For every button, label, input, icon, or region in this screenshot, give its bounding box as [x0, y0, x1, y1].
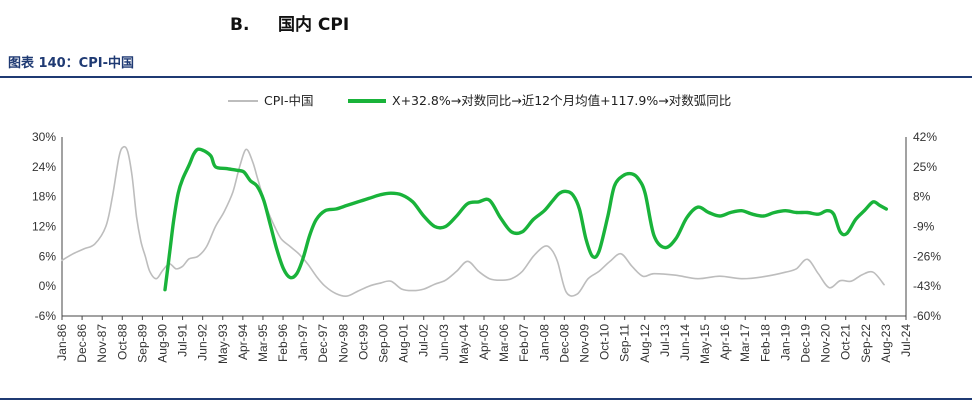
y-right-tick-label: -26%: [913, 249, 941, 263]
y-right-tick-label: -9%: [913, 220, 935, 234]
y-right-tick-label: 25%: [913, 160, 937, 174]
x-tick-label: Mar-17: [738, 324, 752, 362]
x-tick-label: Jul-24: [899, 324, 913, 357]
bottom-rule: [0, 398, 972, 400]
figure-title: 图表 140：CPI-中国: [8, 56, 134, 71]
x-tick-label: May-93: [216, 324, 230, 364]
x-tick-label: Sep-11: [618, 324, 632, 362]
section-number: B.: [230, 15, 250, 35]
y-left-tick-label: 6%: [39, 249, 57, 263]
x-tick-label: Aug-12: [638, 324, 652, 363]
x-tick-label: Oct-88: [115, 324, 129, 360]
x-tick-label: Mar-95: [256, 324, 270, 362]
cpi-series-line: [61, 145, 885, 297]
x-tick-label: Dec-08: [557, 324, 571, 363]
x-tick-label: Jul-13: [658, 324, 672, 357]
x-tick-label: Mar-06: [497, 324, 511, 362]
top-rule: [0, 76, 972, 78]
legend-label-cpi: CPI-中国: [264, 93, 313, 108]
y-left-tick-label: 24%: [32, 160, 56, 174]
x-tick-label: Aug-90: [155, 324, 169, 363]
x-tick-label: Nov-20: [819, 324, 833, 363]
axes: 30% 24% 18% 12% 6% 0% -6% 42% 25% 8% -9% -26% -43% -6…: [32, 130, 941, 364]
x-tick-label: Feb-96: [276, 324, 290, 362]
y-left-tick-label: -6%: [35, 309, 57, 323]
x-tick-label: Aug-01: [397, 324, 411, 363]
y-right-tick-label: -60%: [913, 309, 941, 323]
x-tick-label: Jun-14: [678, 324, 692, 361]
x-tick-label: Feb-07: [517, 324, 531, 362]
x-tick-label: Aug-23: [879, 324, 893, 363]
series-lines: [61, 145, 888, 297]
x-tick-label: Dec-97: [316, 324, 330, 363]
x-tick-label: Jun-92: [196, 324, 210, 361]
x-tick-label: May-04: [457, 324, 471, 364]
y-right-tick-label: 42%: [913, 130, 937, 144]
x-tick-label: Jan-19: [778, 324, 792, 361]
y-left-tick-label: 18%: [32, 190, 56, 204]
x-tick-label: Jan-97: [296, 324, 310, 361]
chart-legend: CPI-中国 X+32.8%→对数同比→近12个月均值+117.9%→对数弧同比: [228, 93, 731, 108]
x-tick-label: Sep-89: [135, 324, 149, 363]
x-tick-label: Jul-91: [176, 324, 190, 357]
legend-label-model: X+32.8%→对数同比→近12个月均值+117.9%→对数弧同比: [392, 93, 731, 108]
x-tick-label: Apr-94: [236, 324, 250, 360]
x-tick-label: Oct-21: [839, 324, 853, 360]
x-tick-label: Feb-18: [758, 324, 772, 362]
x-tick-label: Dec-19: [799, 324, 813, 363]
x-tick-label: Jan-86: [55, 324, 69, 361]
x-tick-label: Jan-08: [537, 324, 551, 361]
y-left-tick-label: 12%: [32, 220, 56, 234]
y-left-tick-label: 30%: [32, 130, 56, 144]
x-tick-label: Nov-98: [336, 324, 350, 363]
x-tick-label: Nov-09: [577, 324, 591, 363]
x-tick-label: Apr-16: [718, 324, 732, 360]
x-tick-label: Sep-22: [859, 324, 873, 363]
x-tick-label: Sep-00: [377, 324, 391, 363]
x-tick-label: Oct-99: [356, 324, 370, 360]
section-title: 国内 CPI: [278, 15, 350, 35]
x-tick-label: May-15: [698, 324, 712, 364]
section-heading: B. 国内 CPI: [230, 10, 349, 35]
y-left-tick-label: 0%: [39, 279, 57, 293]
x-tick-label: Oct-10: [598, 324, 612, 360]
x-tick-label: Jul-02: [417, 324, 431, 357]
x-tick-label: Apr-05: [477, 324, 491, 360]
y-right-tick-label: -43%: [913, 279, 941, 293]
y-right-tick-label: 8%: [913, 190, 931, 204]
x-tick-label: Dec-86: [75, 324, 89, 363]
x-tick-label: Jun-03: [437, 324, 451, 361]
x-tick-label: Nov-87: [95, 324, 109, 363]
model-series-line: [163, 147, 888, 292]
